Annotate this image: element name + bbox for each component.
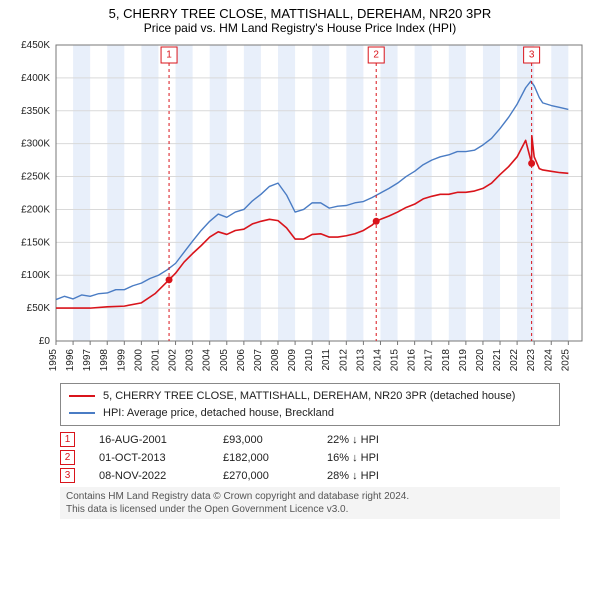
svg-text:£350K: £350K [21, 106, 50, 117]
svg-text:2011: 2011 [321, 349, 332, 371]
title-block: 5, CHERRY TREE CLOSE, MATTISHALL, DEREHA… [0, 0, 600, 37]
svg-text:2007: 2007 [253, 349, 264, 372]
svg-text:2010: 2010 [304, 349, 315, 372]
svg-text:2003: 2003 [185, 349, 196, 372]
svg-text:1996: 1996 [65, 349, 76, 372]
svg-text:£50K: £50K [27, 303, 51, 314]
svg-text:2019: 2019 [458, 349, 469, 372]
svg-text:2008: 2008 [270, 349, 281, 372]
svg-text:£0: £0 [39, 336, 51, 347]
svg-text:2018: 2018 [441, 349, 452, 372]
event-diff: 22% ↓ HPI [327, 434, 379, 446]
footer-line2: This data is licensed under the Open Gov… [66, 503, 554, 516]
legend-swatch [69, 395, 95, 397]
svg-text:2025: 2025 [560, 349, 571, 372]
legend-swatch [69, 412, 95, 414]
svg-text:2009: 2009 [287, 349, 298, 372]
svg-text:£300K: £300K [21, 139, 50, 150]
svg-text:1999: 1999 [116, 349, 127, 372]
chart-container: 5, CHERRY TREE CLOSE, MATTISHALL, DEREHA… [0, 0, 600, 519]
event-marker: 2 [60, 450, 75, 465]
svg-text:2014: 2014 [372, 349, 383, 372]
svg-text:2015: 2015 [390, 349, 401, 372]
svg-text:2022: 2022 [509, 349, 520, 372]
title-main: 5, CHERRY TREE CLOSE, MATTISHALL, DEREHA… [0, 6, 600, 21]
svg-text:2002: 2002 [168, 349, 179, 372]
svg-text:2: 2 [373, 50, 379, 61]
svg-text:2001: 2001 [150, 349, 161, 372]
svg-text:1995: 1995 [48, 349, 59, 372]
footer-line1: Contains HM Land Registry data © Crown c… [66, 490, 554, 503]
svg-text:£100K: £100K [21, 270, 50, 281]
svg-text:2013: 2013 [355, 349, 366, 372]
svg-text:2017: 2017 [424, 349, 435, 372]
event-row: 1 16-AUG-2001 £93,000 22% ↓ HPI [60, 432, 560, 447]
svg-text:2020: 2020 [475, 349, 486, 372]
svg-text:2000: 2000 [133, 349, 144, 372]
event-diff: 16% ↓ HPI [327, 452, 379, 464]
svg-text:£450K: £450K [21, 40, 50, 51]
legend-label: HPI: Average price, detached house, Brec… [103, 405, 334, 422]
svg-text:2016: 2016 [407, 349, 418, 372]
event-row: 3 08-NOV-2022 £270,000 28% ↓ HPI [60, 468, 560, 483]
event-date: 16-AUG-2001 [99, 434, 199, 446]
svg-text:1: 1 [166, 50, 172, 61]
legend-row: 5, CHERRY TREE CLOSE, MATTISHALL, DEREHA… [69, 388, 551, 405]
legend: 5, CHERRY TREE CLOSE, MATTISHALL, DEREHA… [60, 383, 560, 426]
event-date: 01-OCT-2013 [99, 452, 199, 464]
price-chart: £0 £50K £100K £150K £200K £250K £300K £350K £400… [0, 37, 600, 377]
title-sub: Price paid vs. HM Land Registry's House … [0, 21, 600, 35]
svg-text:2023: 2023 [526, 349, 537, 372]
svg-text:2006: 2006 [236, 349, 247, 372]
svg-text:£200K: £200K [21, 204, 50, 215]
events-table: 1 16-AUG-2001 £93,000 22% ↓ HPI 2 01-OCT-2013… [60, 432, 560, 483]
event-marker: 1 [60, 432, 75, 447]
footer-attribution: Contains HM Land Registry data © Crown c… [60, 487, 560, 519]
svg-text:1998: 1998 [99, 349, 110, 372]
svg-text:2004: 2004 [202, 349, 213, 372]
svg-text:£400K: £400K [21, 73, 50, 84]
svg-text:2021: 2021 [492, 349, 503, 372]
svg-text:3: 3 [529, 50, 535, 61]
event-marker: 3 [60, 468, 75, 483]
legend-label: 5, CHERRY TREE CLOSE, MATTISHALL, DEREHA… [103, 388, 515, 405]
svg-text:£250K: £250K [21, 172, 50, 183]
event-row: 2 01-OCT-2013 £182,000 16% ↓ HPI [60, 450, 560, 465]
svg-text:£150K: £150K [21, 237, 50, 248]
event-diff: 28% ↓ HPI [327, 470, 379, 482]
event-date: 08-NOV-2022 [99, 470, 199, 482]
svg-text:2005: 2005 [219, 349, 230, 372]
svg-text:2012: 2012 [338, 349, 349, 372]
svg-text:2024: 2024 [543, 349, 554, 372]
event-price: £270,000 [223, 470, 303, 482]
event-price: £182,000 [223, 452, 303, 464]
svg-text:1997: 1997 [82, 349, 93, 372]
legend-row: HPI: Average price, detached house, Brec… [69, 405, 551, 422]
event-price: £93,000 [223, 434, 303, 446]
